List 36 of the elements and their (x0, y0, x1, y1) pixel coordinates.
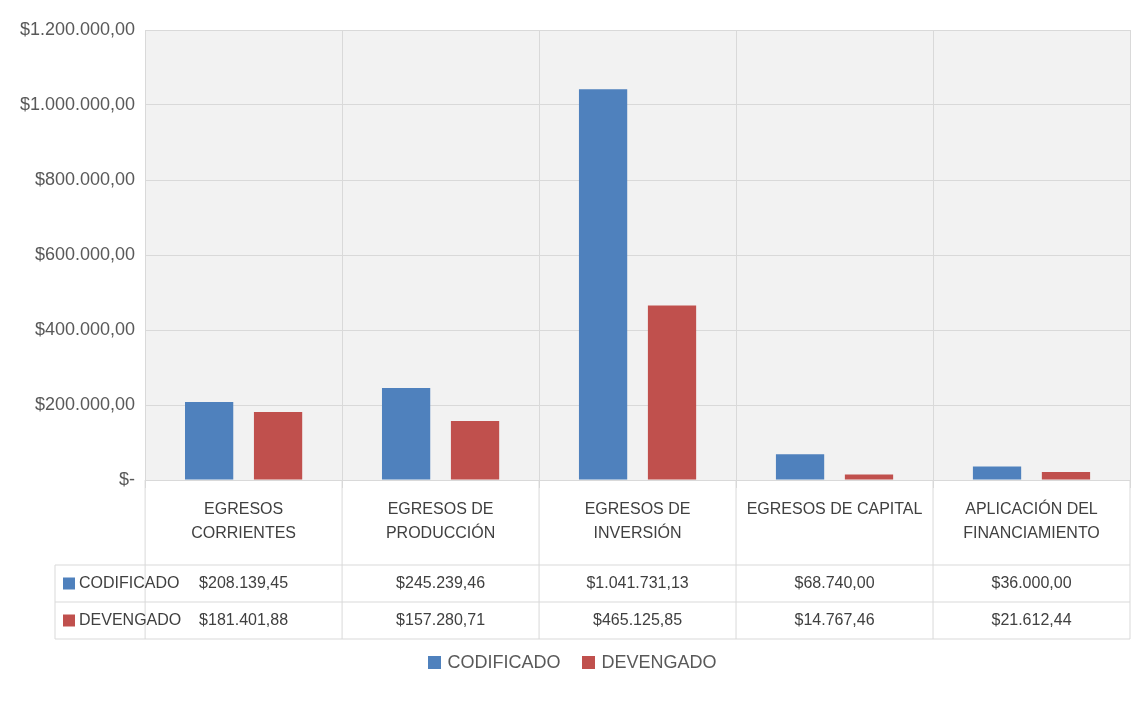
x-tick-label: APLICACIÓN DEL FINANCIAMIENTO (963, 499, 1100, 542)
data-label: $181.401,88 (199, 610, 289, 628)
bar (647, 305, 697, 480)
data-label: $208.139,45 (199, 573, 289, 591)
y-tick-label: $600.000,00 (35, 243, 136, 264)
bar (844, 474, 894, 480)
y-tick-label: $400.000,00 (35, 318, 136, 339)
bar (450, 421, 500, 480)
y-tick-label: $200.000,00 (35, 393, 136, 414)
bar (185, 401, 234, 480)
text: DEVENGADO (601, 652, 717, 672)
legend-label: CODIFICADO (79, 573, 180, 591)
x-tick-label: EGRESOS DE PRODUCCIÓN (385, 500, 496, 542)
data-label: $68.740,00 (794, 573, 875, 591)
data-label: $21.612,44 (991, 610, 1072, 628)
data-label: $14.767,46 (794, 610, 875, 628)
data-label: $465.125,85 (593, 610, 683, 628)
bar (972, 466, 1022, 480)
bar (381, 388, 431, 480)
bar (1041, 471, 1091, 480)
bar (775, 454, 825, 480)
x-tick-label: EGRESOS DE CAPITAL (746, 500, 923, 518)
y-tick-label: $- (119, 468, 136, 489)
text: CODIFICADO (447, 652, 561, 672)
y-tick-label: $1.200.000,00 (19, 18, 136, 39)
data-label: $36.000,00 (991, 573, 1072, 591)
data-label: $245.239,46 (396, 573, 486, 591)
legend-label: DEVENGADO (79, 610, 182, 628)
x-tick-label: EGRESOS DE INVERSIÓN (584, 500, 691, 542)
data-label: $157.280,71 (396, 610, 486, 628)
bar (578, 89, 628, 480)
x-tick-label: EGRESOS CORRIENTES (191, 500, 297, 542)
data-label: $1.041.731,13 (586, 573, 689, 591)
y-tick-label: $800.000,00 (35, 168, 136, 189)
bar (253, 411, 303, 480)
y-tick-label: $1.000.000,00 (19, 93, 136, 114)
